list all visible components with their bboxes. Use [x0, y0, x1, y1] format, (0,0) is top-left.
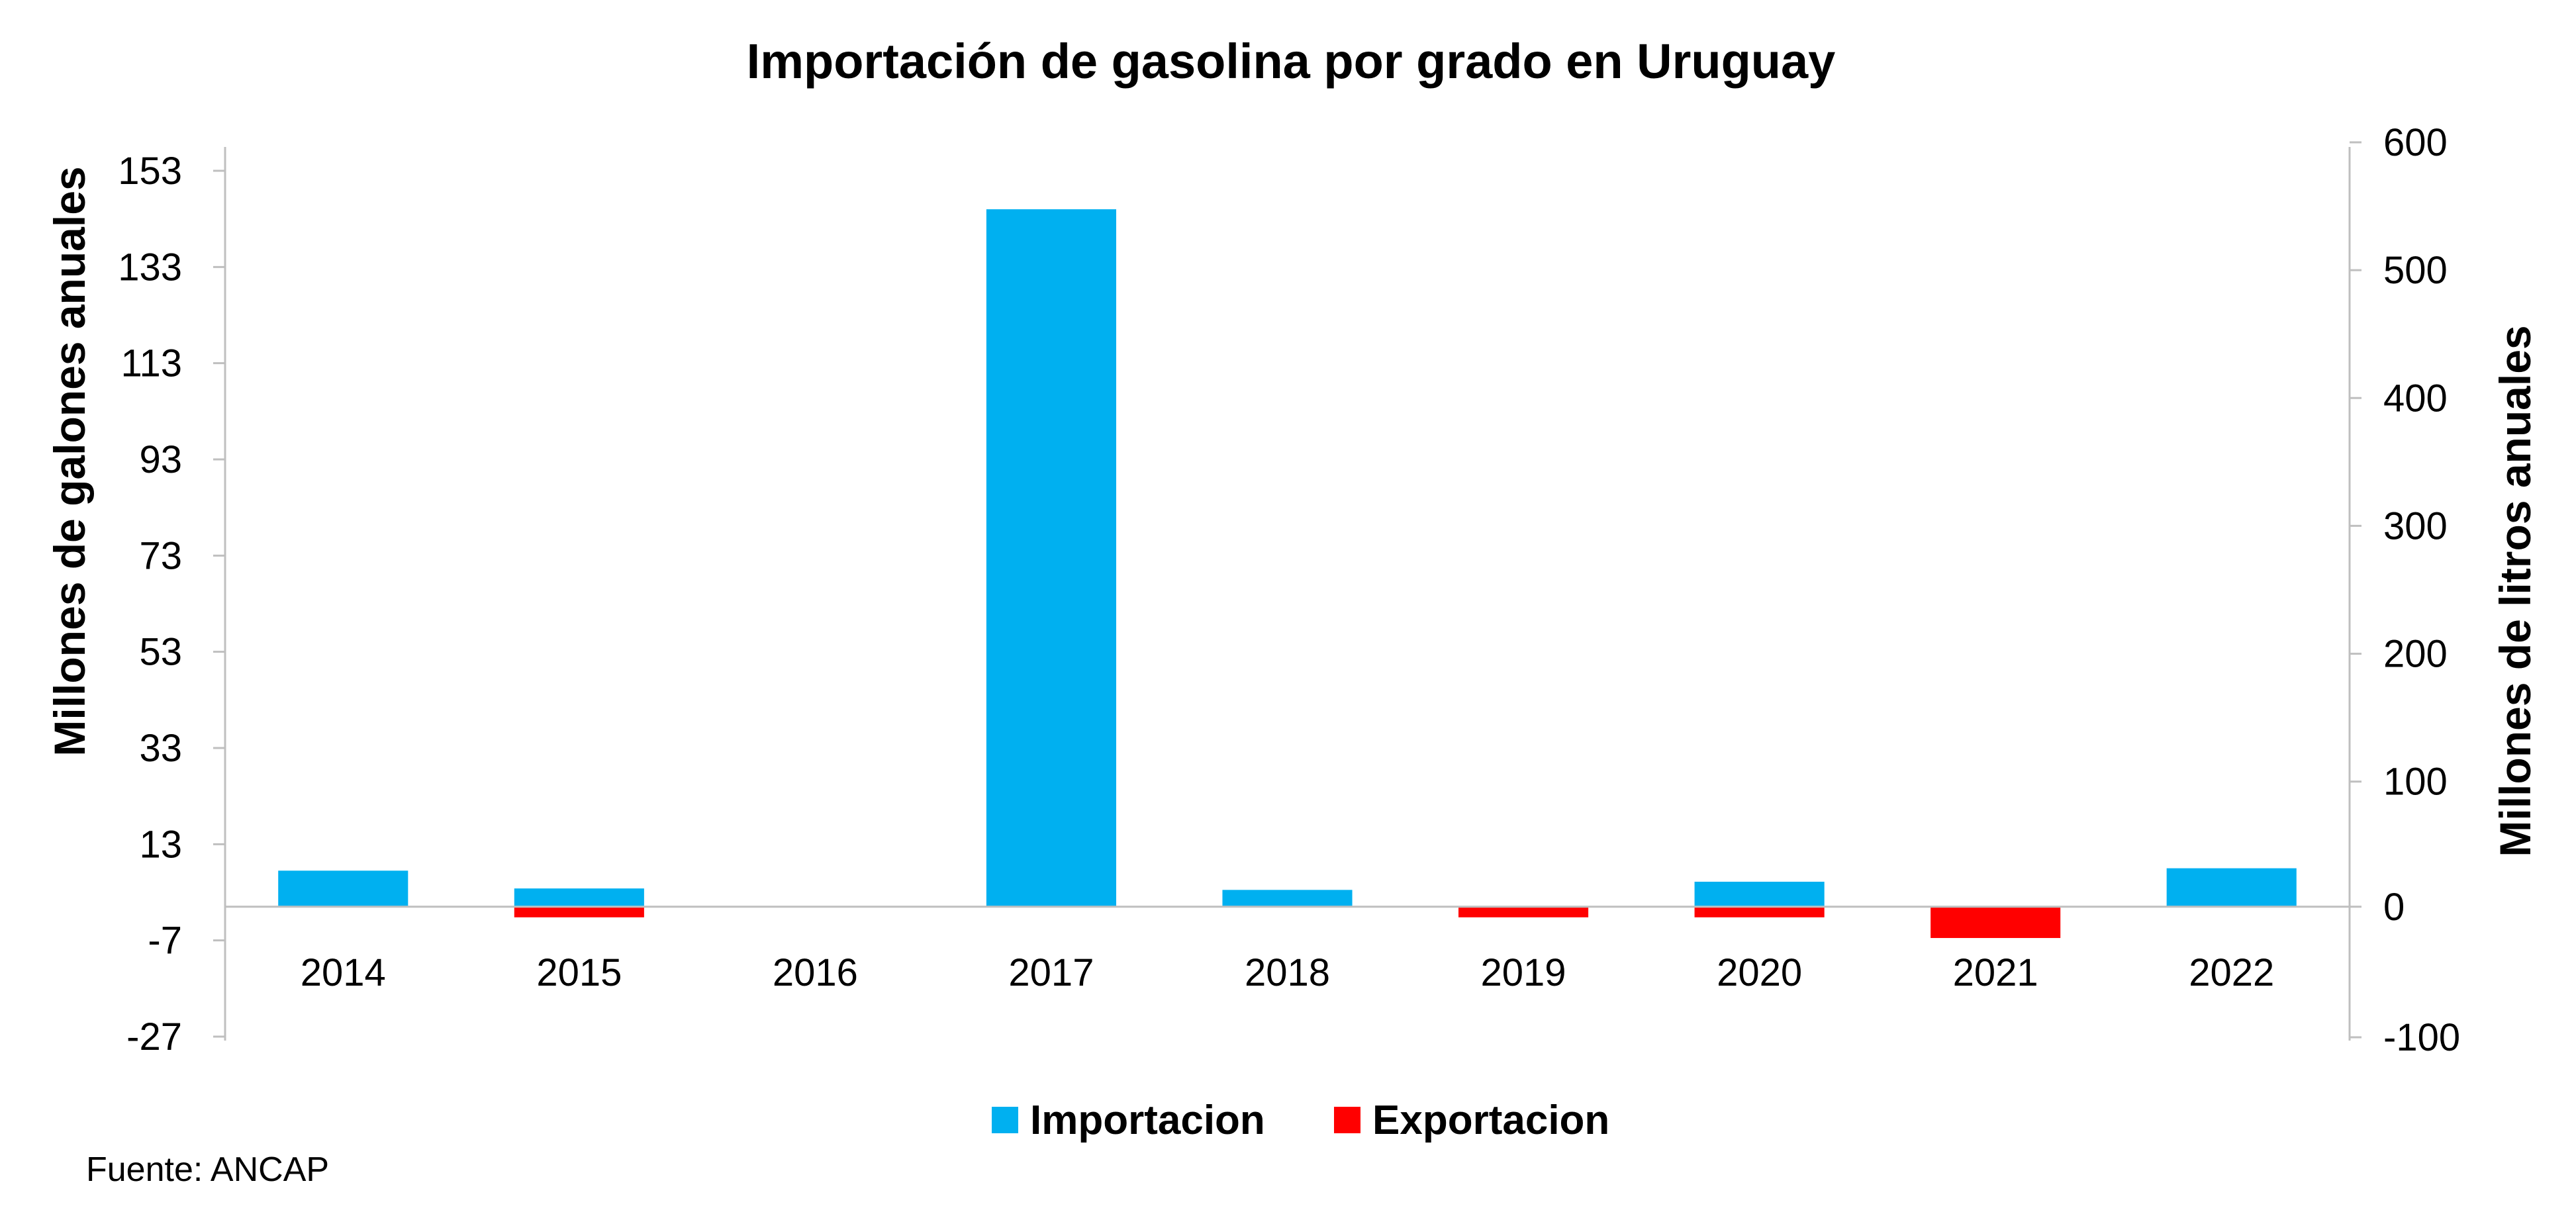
bar-exportacion-2015 [514, 906, 644, 917]
x-tick-label: 2014 [301, 951, 386, 994]
x-tick-label: 2019 [1481, 951, 1566, 994]
chart-title: Importación de gasolina por grado en Uru… [747, 34, 1836, 89]
bar-importacion-2017 [986, 209, 1116, 907]
left-tick-label: 113 [121, 342, 182, 385]
left-tick-label: -27 [126, 1015, 182, 1058]
legend-label-importacion: Importacion [1030, 1098, 1265, 1143]
x-tick-label: 2015 [536, 951, 622, 994]
right-axis-title: Millones de litros anuales [2491, 325, 2540, 857]
source-note: Fuente: ANCAP [86, 1150, 329, 1189]
legend-swatch-importacion [992, 1107, 1018, 1133]
left-tick-label: 13 [139, 823, 182, 866]
left-tick-label: 93 [139, 438, 182, 481]
right-tick-label: 400 [2383, 377, 2448, 420]
left-tick-label: 73 [139, 534, 182, 577]
x-tick-label: 2020 [1717, 951, 1802, 994]
x-tick-label: 2018 [1245, 951, 1330, 994]
left-tick-label: 33 [139, 727, 182, 770]
bar-exportacion-2020 [1694, 906, 1825, 917]
right-tick-label: 500 [2383, 249, 2448, 292]
bar-importacion-2015 [514, 888, 644, 907]
x-tick-label: 2022 [2189, 951, 2274, 994]
legend-swatch-exportacion [1334, 1107, 1360, 1133]
bar-importacion-2022 [2166, 868, 2297, 907]
bar-exportacion-2021 [1931, 906, 2061, 939]
x-tick-label: 2016 [773, 951, 858, 994]
right-tick-label: 200 [2383, 633, 2448, 676]
bars [278, 209, 2297, 939]
left-tick-label: 53 [139, 631, 182, 674]
left-tick-label: 153 [118, 150, 182, 193]
x-tick-label: 2021 [1953, 951, 2038, 994]
right-tick-label: 100 [2383, 761, 2448, 804]
right-tick-label: 0 [2383, 886, 2405, 929]
right-tick-label: 300 [2383, 504, 2448, 547]
x-tick-label: 2017 [1008, 951, 1094, 994]
legend-label-exportacion: Exportacion [1372, 1098, 1609, 1143]
bar-importacion-2014 [278, 870, 408, 907]
right-tick-label: 600 [2383, 121, 2448, 164]
left-axis-title: Millones de galones anuales [45, 166, 94, 756]
right-axis-ticks: 600 500 400 300 200 100 0 -100 [2350, 121, 2460, 1059]
bar-exportacion-2019 [1458, 906, 1589, 917]
bar-importacion-2018 [1222, 890, 1353, 907]
left-axis-ticks: 153 133 113 93 73 53 33 13 -7 -27 [118, 150, 225, 1058]
right-tick-label: -100 [2383, 1016, 2460, 1059]
left-tick-label: -7 [148, 919, 182, 962]
left-tick-label: 133 [118, 246, 182, 289]
x-axis-ticks: 2014 2015 2016 2017 2018 2019 2020 2021 2022 [301, 951, 2274, 994]
legend: Importacion Exportacion [992, 1098, 1609, 1143]
bar-importacion-2020 [1694, 882, 1825, 907]
